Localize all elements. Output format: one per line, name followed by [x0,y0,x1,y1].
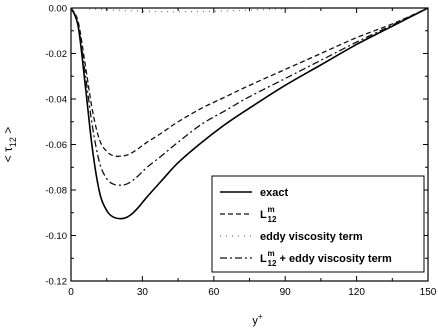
x-tick-label: 150 [420,287,437,298]
axes: 0 30 60 90 120 150 0.00 -0.02 -0.04 -0.06 -0.08 -0.… [45,4,436,299]
x-axis-label: y+ [252,312,263,327]
legend-label-2: eddy viscosity term [260,231,363,243]
legend-label-sup: m [268,205,275,214]
x-tick-label: 30 [137,287,149,298]
legend-label-main: eddy viscosity term [260,231,363,243]
legend-label-main: exact [260,187,288,199]
legend-label-3: Lm 12 + eddy viscosity term [260,249,392,268]
legend-label-sup: m [268,249,275,258]
axis-labels: y+ < τ12 > [1,127,263,327]
legend-label-0: exact [260,187,288,199]
legend-label-sub: 12 [268,215,277,224]
y-tick-label: 0.00 [49,4,68,15]
series-line-1 [70,7,429,157]
y-axis-label-sub: 12 [8,137,18,147]
y-axis-label-main: < τ [1,147,15,162]
legend-label-main: L [260,253,267,265]
y-axis-label: < τ12 > [1,127,18,162]
legend-label-1: Lm 12 [260,205,277,224]
y-tick-label: -0.12 [45,277,67,288]
legend-label-suffix: + eddy viscosity term [277,253,392,265]
y-tick-label: -0.08 [45,186,67,197]
legend-label-main: L [260,209,267,221]
x-tick-label: 120 [348,287,365,298]
y-tick-label: -0.02 [45,49,67,60]
x-axis-label-main: y [252,315,258,327]
series-layer [70,7,429,220]
y-tick-label: -0.06 [45,140,67,151]
x-tick-label: 90 [280,287,292,298]
x-tick-label: 60 [208,287,220,298]
y-axis-label-close: > [1,127,15,137]
y-tick-label: -0.10 [45,231,67,242]
x-tick-label: 0 [68,287,74,298]
x-axis-label-sup: + [258,312,263,321]
y-tick-label: -0.04 [45,95,67,106]
legend-label-sub: 12 [268,259,277,268]
series-line-0 [70,7,429,220]
